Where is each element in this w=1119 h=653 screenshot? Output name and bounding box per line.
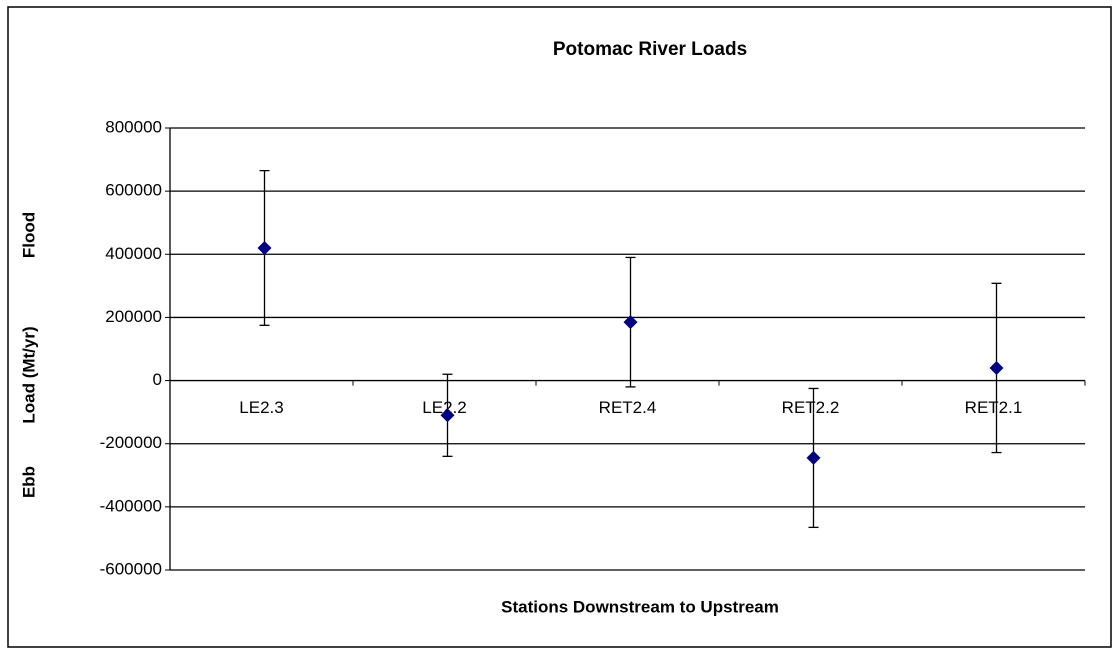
y-tick-label: -600000 — [100, 559, 162, 578]
y-tick-label: 600000 — [105, 181, 162, 200]
x-tick-label: LE2.3 — [239, 398, 283, 417]
y-tick-label: -200000 — [100, 433, 162, 452]
chart-border — [7, 6, 1112, 648]
x-tick-label: LE2.2 — [422, 398, 466, 417]
annotation: Flood — [19, 212, 38, 258]
x-tick-label: RET2.2 — [782, 398, 840, 417]
chart-title: Potomac River Loads — [553, 39, 747, 60]
x-axis-label: Stations Downstream to Upstream — [501, 597, 779, 616]
marker — [989, 360, 1004, 375]
marker — [806, 450, 821, 465]
y-tick-label: -400000 — [100, 496, 162, 515]
y-tick-label: 200000 — [105, 307, 162, 326]
marker — [440, 408, 455, 423]
y-tick-label: 0 — [153, 370, 162, 389]
marker — [623, 315, 638, 330]
y-tick-label: 400000 — [105, 244, 162, 263]
annotation: Ebb — [19, 466, 38, 498]
marker — [257, 240, 272, 255]
x-tick-label: RET2.4 — [599, 398, 657, 417]
x-tick-label: RET2.1 — [965, 398, 1023, 417]
y-tick-label: 800000 — [105, 117, 162, 136]
y-axis-label: Load (Mt/yr) — [19, 326, 38, 423]
